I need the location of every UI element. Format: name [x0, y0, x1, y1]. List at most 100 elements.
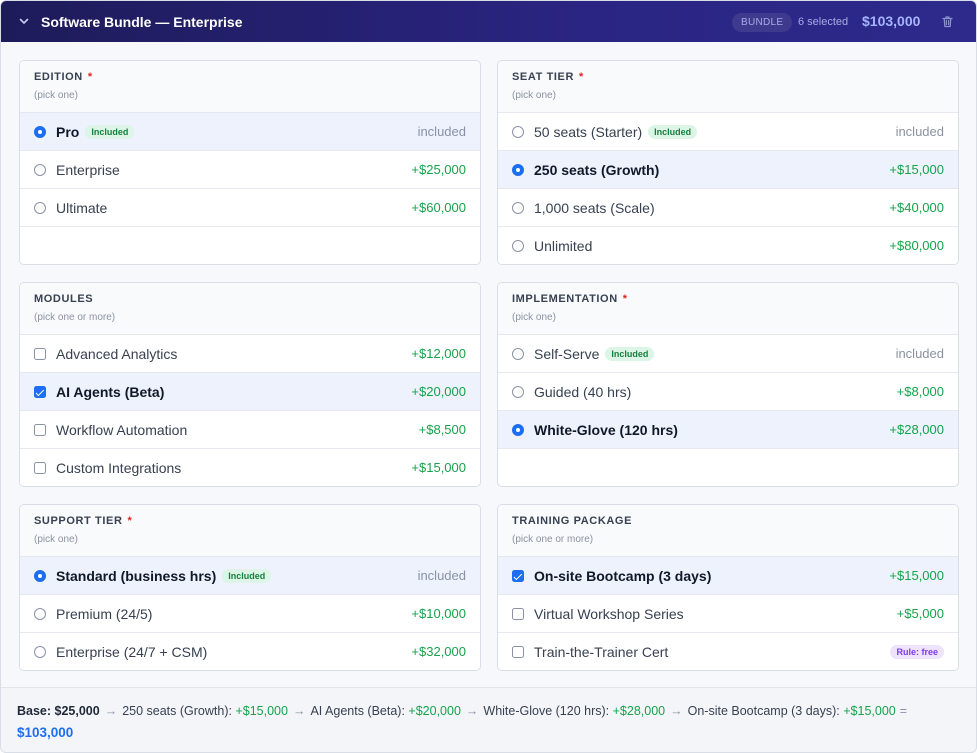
option-label-text: Unlimited	[534, 238, 593, 254]
option-row[interactable]: 50 seats (Starter) Included included	[498, 113, 958, 151]
rule-badge: Rule: free	[890, 645, 944, 659]
radio-button[interactable]	[512, 126, 524, 138]
radio-button[interactable]	[34, 164, 46, 176]
included-badge: Included	[648, 125, 698, 139]
option-label-text: Pro	[56, 124, 80, 140]
radio-button[interactable]	[34, 126, 46, 138]
checkbox[interactable]	[512, 570, 524, 582]
required-marker: *	[87, 71, 93, 83]
option-row[interactable]: Standard (business hrs) Included included	[20, 557, 480, 595]
option-row[interactable]: Premium (24/5) +$10,000	[20, 595, 480, 633]
checkbox[interactable]	[512, 646, 524, 658]
option-label-text: 1,000 seats (Scale)	[534, 200, 655, 216]
option-label: Train-the-Trainer Cert	[534, 644, 668, 660]
option-label: 50 seats (Starter) Included	[534, 124, 698, 140]
option-label: Enterprise	[56, 162, 120, 178]
option-row[interactable]: Ultimate +$60,000	[20, 189, 480, 227]
option-label-text: Train-the-Trainer Cert	[534, 644, 669, 660]
option-label: On-site Bootcamp (3 days)	[534, 568, 711, 584]
bundle-header[interactable]: Software Bundle — Enterprise BUNDLE 6 se…	[1, 1, 976, 42]
option-row[interactable]: Advanced Analytics +$12,000	[20, 335, 480, 373]
radio-button[interactable]	[512, 348, 524, 360]
option-row[interactable]: Enterprise +$25,000	[20, 151, 480, 189]
summary-step-label: On-site Bootcamp (3 days):	[687, 704, 840, 718]
option-price: +$12,000	[411, 346, 466, 361]
summary-step-label: 250 seats (Growth):	[122, 704, 232, 718]
summary-base: Base: $25,000	[17, 704, 100, 718]
group-hint: (pick one)	[34, 534, 78, 545]
option-price: +$25,000	[411, 162, 466, 177]
option-row[interactable]: Workflow Automation +$8,500	[20, 411, 480, 449]
option-price: +$15,000	[889, 162, 944, 177]
option-price: +$40,000	[889, 200, 944, 215]
required-marker: *	[127, 515, 133, 527]
radio-button[interactable]	[34, 202, 46, 214]
group-header: MODULES (pick one or more)	[20, 283, 480, 335]
summary-step-label: White-Glove (120 hrs):	[483, 704, 610, 718]
option-label: Self-Serve Included	[534, 346, 655, 362]
checkbox[interactable]	[34, 348, 46, 360]
group-title-text: SEAT TIER	[512, 71, 575, 83]
option-price: included	[895, 346, 944, 361]
option-label: Unlimited	[534, 238, 592, 254]
radio-button[interactable]	[512, 424, 524, 436]
option-row[interactable]: Custom Integrations +$15,000	[20, 449, 480, 486]
checkbox[interactable]	[34, 386, 46, 398]
option-row[interactable]: 250 seats (Growth) +$15,000	[498, 151, 958, 189]
included-badge: Included	[85, 125, 135, 139]
option-row[interactable]: White-Glove (120 hrs) +$28,000	[498, 411, 958, 449]
option-label-text: 50 seats (Starter)	[534, 124, 643, 140]
arrow-right-icon: →	[465, 704, 479, 718]
group-header: SEAT TIER * (pick one)	[498, 61, 958, 113]
radio-button[interactable]	[512, 164, 524, 176]
option-label-text: Enterprise	[56, 162, 120, 178]
option-price: +$10,000	[411, 606, 466, 621]
group-implementation: IMPLEMENTATION * (pick one) Self-Serve Inclu…	[497, 282, 959, 487]
checkbox[interactable]	[34, 462, 46, 474]
option-label: AI Agents (Beta)	[56, 384, 164, 400]
option-label: Enterprise (24/7 + CSM)	[56, 644, 207, 660]
option-price: +$8,500	[418, 422, 466, 437]
radio-button[interactable]	[34, 570, 46, 582]
option-row[interactable]: Train-the-Trainer Cert Rule: free	[498, 633, 958, 670]
option-price: +$80,000	[889, 238, 944, 253]
radio-button[interactable]	[34, 608, 46, 620]
option-label: Guided (40 hrs)	[534, 384, 631, 400]
trash-icon[interactable]	[941, 15, 954, 28]
option-row[interactable]: 1,000 seats (Scale) +$40,000	[498, 189, 958, 227]
group-header: SUPPORT TIER * (pick one)	[20, 505, 480, 557]
radio-button[interactable]	[512, 240, 524, 252]
option-price: +$15,000	[411, 460, 466, 475]
option-row[interactable]: On-site Bootcamp (3 days) +$15,000	[498, 557, 958, 595]
option-price: +$32,000	[411, 644, 466, 659]
chevron-down-icon[interactable]	[18, 15, 30, 27]
option-row[interactable]: Pro Included included	[20, 113, 480, 151]
option-label: Custom Integrations	[56, 460, 181, 476]
radio-button[interactable]	[512, 202, 524, 214]
option-row[interactable]: Virtual Workshop Series +$5,000	[498, 595, 958, 633]
checkbox[interactable]	[512, 608, 524, 620]
option-label: White-Glove (120 hrs)	[534, 422, 678, 438]
radio-button[interactable]	[512, 386, 524, 398]
option-row[interactable]: Guided (40 hrs) +$8,000	[498, 373, 958, 411]
summary-step-amount: +$28,000	[612, 704, 666, 718]
selected-count: 6 selected	[798, 16, 849, 28]
radio-button[interactable]	[34, 646, 46, 658]
option-row[interactable]: Unlimited +$80,000	[498, 227, 958, 264]
option-price: included	[417, 124, 466, 139]
group-hint: (pick one or more)	[34, 312, 116, 323]
option-row[interactable]: Self-Serve Included included	[498, 335, 958, 373]
group-title: MODULES	[34, 293, 93, 305]
option-row[interactable]: AI Agents (Beta) +$20,000	[20, 373, 480, 411]
option-label-text: 250 seats (Growth)	[534, 162, 660, 178]
option-label: 1,000 seats (Scale)	[534, 200, 655, 216]
group-seat-tier: SEAT TIER * (pick one) 50 seats (Starter) In…	[497, 60, 959, 265]
included-badge: Included	[605, 347, 655, 361]
option-label-text: Advanced Analytics	[56, 346, 178, 362]
group-training-package: TRAINING PACKAGE (pick one or more) On-sit…	[497, 504, 959, 671]
option-row[interactable]: Enterprise (24/7 + CSM) +$32,000	[20, 633, 480, 670]
option-label-text: AI Agents (Beta)	[56, 384, 165, 400]
option-label-text: Self-Serve	[534, 346, 600, 362]
checkbox[interactable]	[34, 424, 46, 436]
summary-total: $103,000	[17, 725, 74, 740]
